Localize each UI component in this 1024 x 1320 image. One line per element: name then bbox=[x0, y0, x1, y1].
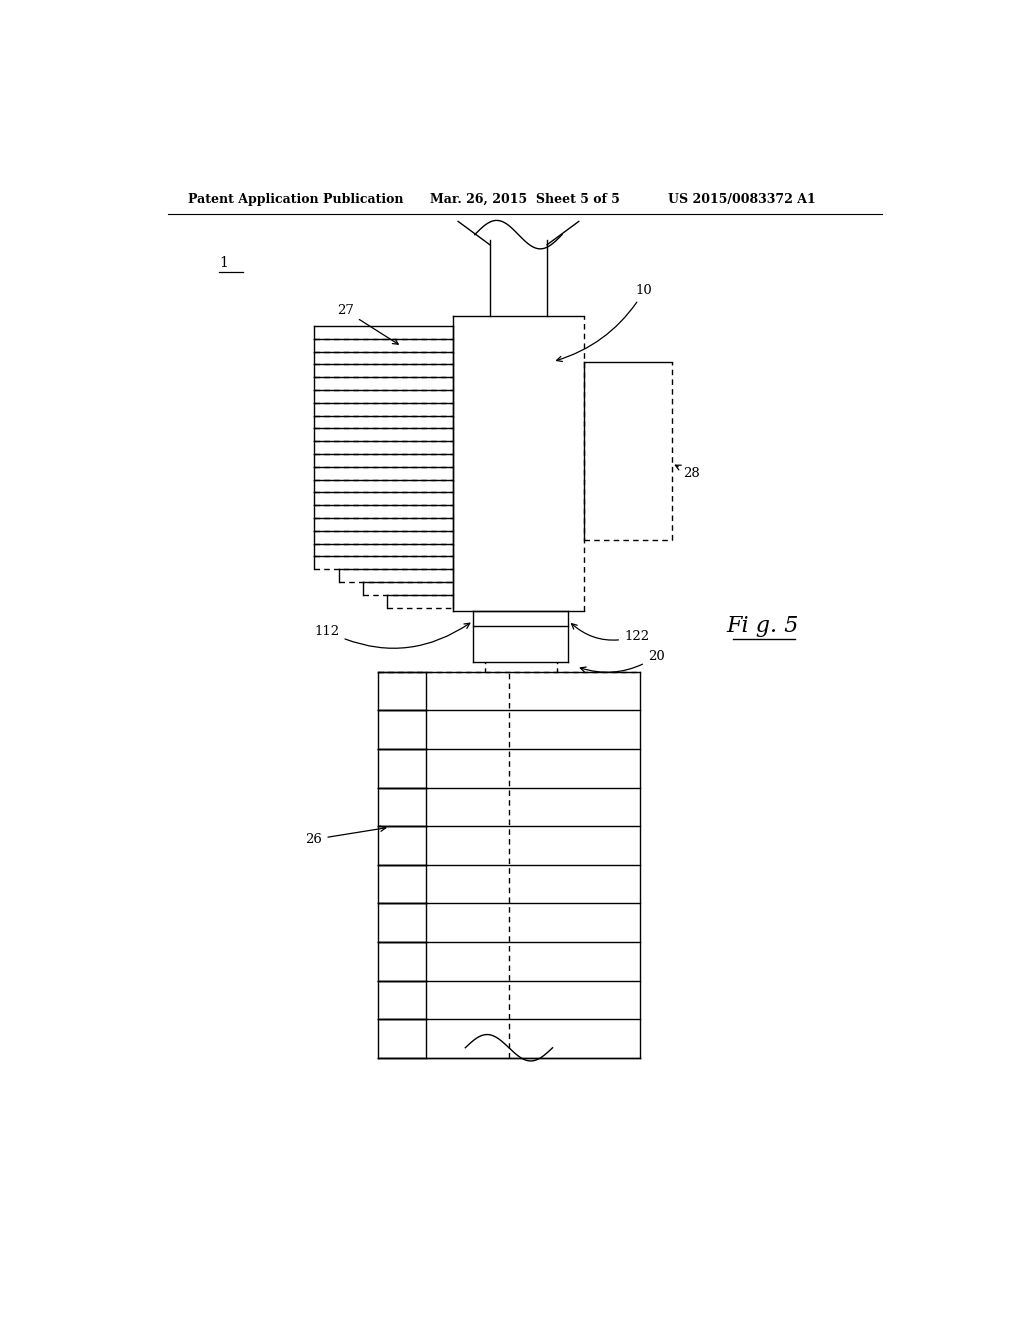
Text: 112: 112 bbox=[314, 623, 470, 648]
Text: Patent Application Publication: Patent Application Publication bbox=[187, 193, 403, 206]
Text: 122: 122 bbox=[571, 623, 649, 643]
Text: US 2015/0083372 A1: US 2015/0083372 A1 bbox=[668, 193, 815, 206]
Text: 28: 28 bbox=[676, 465, 700, 480]
Text: 10: 10 bbox=[557, 284, 652, 362]
Text: 26: 26 bbox=[305, 826, 386, 846]
Text: Fi g. 5: Fi g. 5 bbox=[727, 615, 799, 638]
Text: 1: 1 bbox=[219, 256, 228, 271]
Text: Mar. 26, 2015  Sheet 5 of 5: Mar. 26, 2015 Sheet 5 of 5 bbox=[430, 193, 620, 206]
Text: 20: 20 bbox=[581, 649, 665, 672]
Text: 27: 27 bbox=[337, 305, 398, 345]
